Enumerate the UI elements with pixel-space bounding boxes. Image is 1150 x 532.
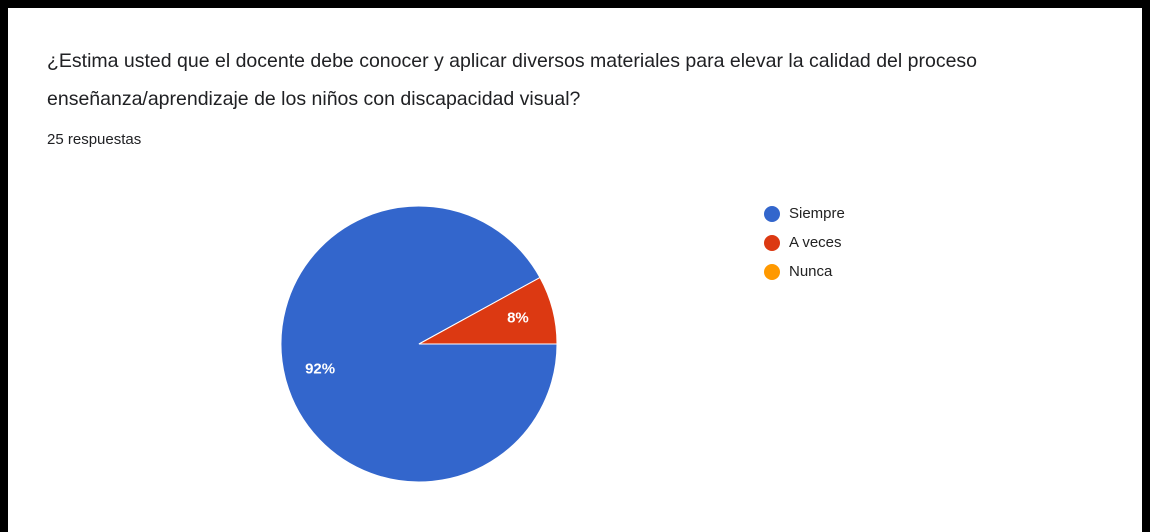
legend-swatch bbox=[764, 235, 780, 251]
pie-slice bbox=[418, 276, 558, 345]
slice-label: 92% bbox=[305, 360, 335, 377]
legend-label: Siempre bbox=[789, 205, 845, 222]
slice-label: 8% bbox=[507, 310, 529, 327]
legend-label: A veces bbox=[789, 234, 842, 251]
chart-title: ¿Estima usted que el docente debe conoce… bbox=[47, 50, 978, 110]
legend-swatch bbox=[764, 206, 780, 222]
pie-slice bbox=[280, 205, 558, 483]
legend-label: Nunca bbox=[789, 263, 833, 280]
legend-swatch bbox=[764, 264, 780, 280]
chart-subtitle: 25 respuestas bbox=[47, 131, 142, 148]
